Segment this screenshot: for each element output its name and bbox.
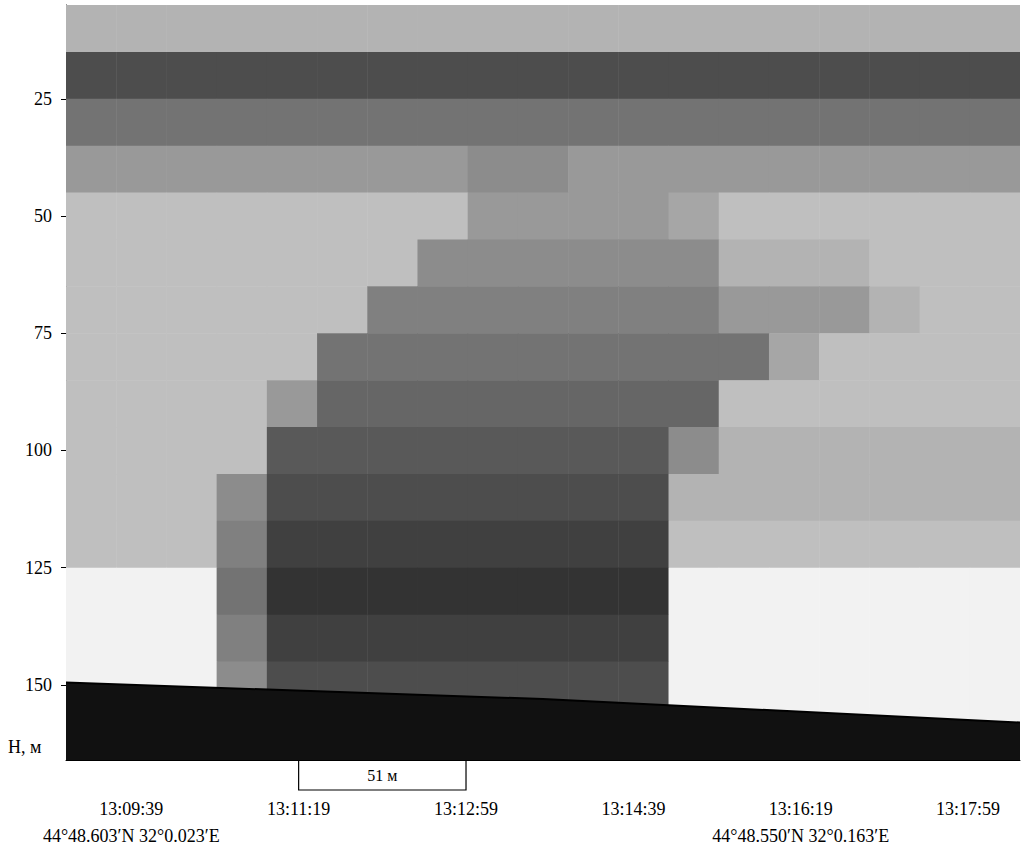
svg-text:75: 75 (34, 323, 52, 343)
svg-text:13:17:59: 13:17:59 (936, 799, 1000, 819)
svg-text:44°48.603′N 32°0.023′E: 44°48.603′N 32°0.023′E (43, 826, 220, 846)
svg-text:25: 25 (34, 89, 52, 109)
svg-text:125: 125 (25, 558, 52, 578)
svg-text:100: 100 (25, 440, 52, 460)
svg-text:13:09:39: 13:09:39 (99, 799, 163, 819)
svg-text:150: 150 (25, 675, 52, 695)
svg-text:13:11:19: 13:11:19 (267, 799, 330, 819)
svg-text:H, м: H, м (8, 737, 41, 757)
svg-text:50: 50 (34, 206, 52, 226)
svg-text:44°48.550′N 32°0.163′E: 44°48.550′N 32°0.163′E (712, 826, 889, 846)
svg-text:13:16:19: 13:16:19 (769, 799, 833, 819)
svg-text:13:14:39: 13:14:39 (601, 799, 665, 819)
svg-text:51 м: 51 м (367, 767, 397, 784)
svg-text:13:12:59: 13:12:59 (434, 799, 498, 819)
